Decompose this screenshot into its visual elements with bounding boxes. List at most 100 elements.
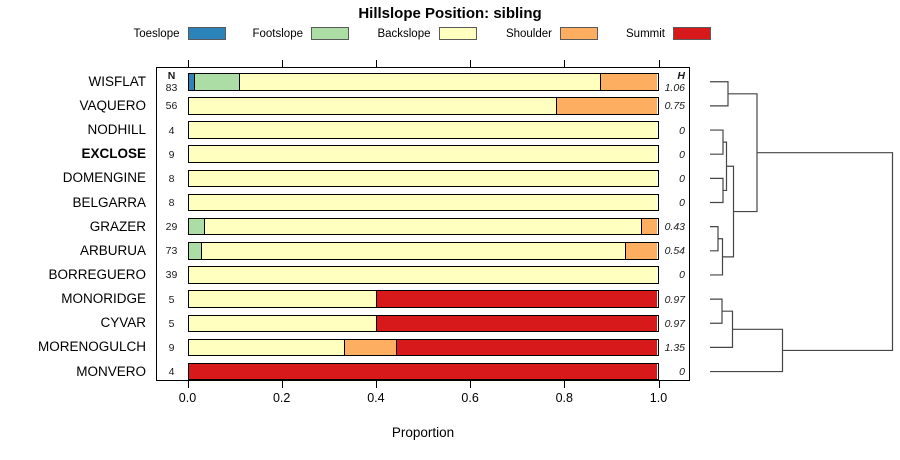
bar-segment-backslope [188, 291, 376, 307]
x-axis-tick-top [658, 60, 660, 67]
h-value: 0 [679, 124, 685, 137]
bar-exclose [187, 145, 659, 163]
n-value: 9 [168, 341, 175, 354]
h-value: 0 [679, 366, 685, 379]
bar-segment-backslope [188, 194, 657, 211]
bar-segment-backslope [239, 74, 601, 90]
legend-item-summit: Summit [558, 26, 711, 41]
bar-monvero [187, 362, 659, 381]
legend-item-backslope: Backslope [324, 26, 477, 41]
n-value: 8 [168, 197, 175, 209]
x-axis-tick-label: 1.0 [649, 391, 668, 405]
row-label-monvero: MONVERO [76, 363, 146, 379]
bar-segment-shoulder [624, 243, 658, 259]
bar-segment-backslope [188, 315, 376, 331]
bar-segment-backslope [201, 243, 626, 259]
bar-belgarra [187, 193, 659, 212]
n-value: 8 [168, 172, 175, 185]
bar-segment-backslope [188, 122, 657, 138]
h-column-header: H [677, 70, 685, 83]
legend-item-footslope: Footslope [196, 26, 349, 41]
row-label-nodhill: NODHILL [87, 122, 146, 138]
h-value: 1.35 [664, 341, 685, 354]
x-axis-tick-top [564, 60, 566, 67]
bar-morenogulch [187, 338, 659, 357]
bar-grazer [187, 217, 659, 236]
x-axis-tick [281, 381, 283, 388]
legend-swatch-footslope [311, 27, 349, 40]
row-label-grazer: GRAZER [89, 218, 146, 234]
bar-segment-footslope [188, 218, 205, 235]
n-column-header: N [167, 70, 176, 83]
bar-segment-backslope [188, 98, 557, 114]
n-value: 5 [168, 317, 175, 330]
bar-segment-shoulder [640, 218, 658, 235]
n-value: 5 [168, 293, 175, 306]
x-axis-tick-top [281, 60, 283, 67]
x-axis-tick-top [375, 60, 377, 67]
row-label-wisflat: WISFLAT [88, 73, 146, 89]
x-axis-tick [187, 381, 189, 388]
row-label-borreguero: BORREGUERO [48, 266, 146, 282]
legend-label: Backslope [377, 27, 431, 40]
row-label-cyvar: CYVAR [100, 315, 146, 331]
x-axis-title: Proportion [391, 425, 455, 440]
h-value: 0 [679, 148, 685, 161]
n-value: 56 [165, 100, 178, 113]
n-value: 29 [165, 221, 178, 234]
bar-cyvar [187, 314, 659, 332]
row-label-arburua: ARBURUA [79, 242, 146, 258]
bar-segment-shoulder [599, 74, 658, 90]
bar-segment-toeslope [188, 74, 195, 90]
legend-item-toeslope: Toeslope [73, 26, 226, 41]
bar-segment-backslope [204, 218, 642, 235]
bar-nodhill [187, 121, 659, 139]
legend-swatch-summit [673, 27, 711, 40]
x-axis-tick-label: 0.2 [272, 391, 291, 405]
h-value: 0 [679, 269, 685, 282]
legend-label: Summit [626, 27, 665, 40]
legend-swatch-toeslope [187, 27, 226, 40]
n-value: 73 [165, 245, 178, 258]
x-axis-tick-label: 0.0 [178, 391, 197, 405]
h-value: 0.97 [664, 317, 685, 330]
x-axis-tick [470, 381, 472, 388]
n-value: 4 [168, 366, 175, 379]
h-value: 0.97 [664, 293, 685, 306]
legend-label: Toeslope [133, 27, 180, 40]
h-value: 0 [679, 197, 685, 209]
bar-vaquero [187, 97, 659, 115]
dendrogram-links [710, 81, 894, 373]
x-axis-tick-label: 0.4 [367, 391, 385, 405]
row-label-exclose: EXCLOSE [81, 146, 146, 162]
bar-wisflat [187, 73, 659, 91]
h-value: 0 [679, 172, 685, 185]
x-axis-tick-top [187, 60, 189, 67]
bar-domengine [187, 169, 659, 188]
bar-segment-backslope [188, 267, 657, 283]
bar-segment-backslope [188, 146, 657, 162]
n-value: 4 [168, 124, 175, 137]
bar-arburua [187, 242, 659, 260]
chart-title: Hillslope Position: sibling [358, 5, 542, 22]
bar-segment-shoulder [556, 98, 658, 114]
n-value: 83 [165, 82, 178, 95]
x-axis-tick [564, 381, 566, 388]
bar-borreguero [187, 266, 659, 284]
legend-label: Shoulder [505, 27, 552, 40]
legend-label: Footslope [252, 27, 303, 40]
row-label-vaquero: VAQUERO [79, 97, 146, 113]
x-axis-tick [375, 381, 377, 388]
x-axis-tick [658, 381, 660, 388]
bar-segment-backslope [188, 170, 657, 187]
bar-segment-summit [375, 291, 658, 307]
row-label-morenogulch: MORENOGULCH [37, 339, 146, 355]
row-label-belgarra: BELGARRA [72, 194, 146, 210]
legend-swatch-backslope [438, 27, 477, 40]
legend-item-shoulder: Shoulder [445, 26, 598, 41]
bar-monoridge [187, 290, 659, 308]
bar-segment-summit [188, 363, 657, 380]
h-value: 1.06 [664, 82, 685, 95]
h-value: 0.75 [664, 100, 685, 113]
